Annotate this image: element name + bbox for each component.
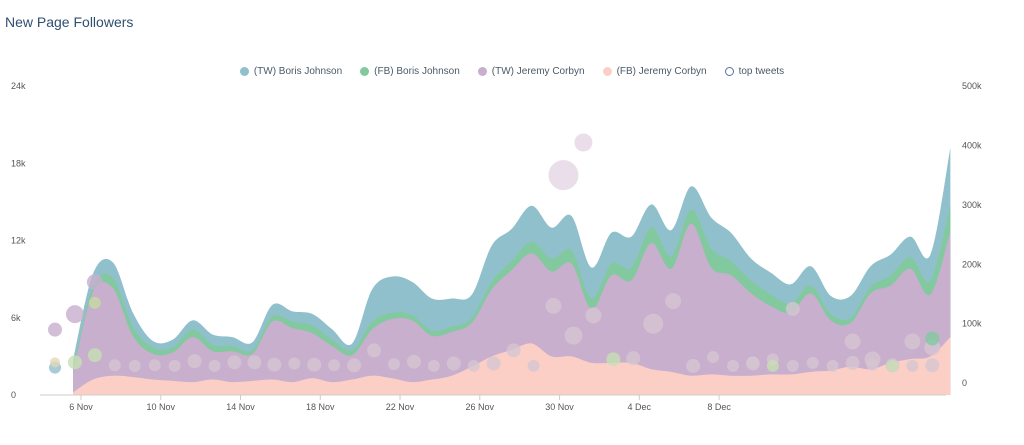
tweet-bubble[interactable] xyxy=(486,356,501,371)
tweet-bubble[interactable] xyxy=(87,348,102,363)
x-tick-label: 10 Nov xyxy=(146,402,175,412)
tweet-bubble[interactable] xyxy=(545,297,562,314)
tweet-bubble[interactable] xyxy=(806,356,819,369)
x-tick-label: 14 Nov xyxy=(226,402,255,412)
tweet-bubble[interactable] xyxy=(845,355,860,370)
x-tick-label: 26 Nov xyxy=(466,402,495,412)
tweet-bubble[interactable] xyxy=(288,357,301,370)
axes-layer: 6 Nov 10 Nov 14 Nov 18 Nov 22 Nov 26 Nov 30 No… xyxy=(11,81,982,412)
legend-label-top-tweets: top tweets xyxy=(738,66,785,77)
tweet-bubble[interactable] xyxy=(925,358,940,373)
tweet-bubble[interactable] xyxy=(467,359,480,372)
tweet-bubble[interactable] xyxy=(665,293,682,310)
tweet-bubble[interactable] xyxy=(406,354,421,369)
area-tw-jeremy-corbyn xyxy=(73,223,951,395)
tweet-bubble[interactable] xyxy=(707,350,720,363)
tweet-bubble[interactable] xyxy=(307,357,322,372)
y-left-tick-label: 0 xyxy=(11,390,16,400)
bubble-layer xyxy=(48,133,941,374)
legend-item-fb-boris[interactable]: (FB) Boris Johnson xyxy=(360,66,460,77)
x-tick-label: 18 Nov xyxy=(306,402,335,412)
legend-item-tw-boris[interactable]: (TW) Boris Johnson xyxy=(239,66,343,77)
tweet-bubble[interactable] xyxy=(606,352,621,367)
tweet-bubble[interactable] xyxy=(88,296,101,309)
y-right-tick-label: 0 xyxy=(962,378,967,388)
legend-swatch-top-tweets xyxy=(724,67,734,76)
tweet-bubble[interactable] xyxy=(904,333,921,350)
legend-swatch-fb-boris xyxy=(360,67,370,76)
tweet-bubble[interactable] xyxy=(446,356,461,371)
tweet-bubble[interactable] xyxy=(826,359,839,372)
tweet-bubble[interactable] xyxy=(267,357,282,372)
tweet-bubble[interactable] xyxy=(643,313,664,334)
y-right-tick-label: 400k xyxy=(962,140,982,150)
y-right-tick-label: 200k xyxy=(962,259,982,269)
legend-item-tw-corbyn[interactable]: (TW) Jeremy Corbyn xyxy=(477,66,585,77)
legend-label-tw-corbyn: (TW) Jeremy Corbyn xyxy=(491,66,585,77)
tweet-bubble[interactable] xyxy=(208,359,221,372)
tweet-bubble[interactable] xyxy=(864,351,881,368)
tweet-bubble[interactable] xyxy=(347,358,362,373)
legend-label-tw-boris: (TW) Boris Johnson xyxy=(253,66,343,77)
x-tick-label: 22 Nov xyxy=(386,402,415,412)
tweet-bubble[interactable] xyxy=(148,359,161,372)
legend-label-fb-boris: (FB) Boris Johnson xyxy=(374,66,460,77)
tweet-bubble[interactable] xyxy=(746,356,759,369)
tweet-bubble[interactable] xyxy=(527,359,540,372)
tweet-bubble[interactable] xyxy=(48,322,62,337)
legend: (TW) Boris Johnson (FB) Boris Johnson (T… xyxy=(0,66,1024,77)
tweet-bubble[interactable] xyxy=(925,331,940,346)
tweet-bubble[interactable] xyxy=(506,343,521,358)
tweet-bubble[interactable] xyxy=(187,354,202,369)
tweet-bubble[interactable] xyxy=(128,359,141,372)
x-tick-label: 4 Dec xyxy=(628,402,652,412)
tweet-bubble[interactable] xyxy=(367,343,382,358)
tweet-bubble[interactable] xyxy=(108,359,121,372)
legend-swatch-tw-boris xyxy=(239,67,249,76)
tweet-bubble[interactable] xyxy=(564,326,583,345)
y-left-tick-label: 12k xyxy=(11,236,26,246)
legend-swatch-tw-corbyn xyxy=(477,67,487,76)
tweet-bubble[interactable] xyxy=(227,355,242,370)
y-left-tick-label: 6k xyxy=(11,313,21,323)
tweet-bubble[interactable] xyxy=(886,359,899,372)
chart-title: New Page Followers xyxy=(5,14,134,30)
y-right-tick-label: 300k xyxy=(962,200,982,210)
tweet-bubble[interactable] xyxy=(67,355,82,370)
legend-item-fb-corbyn[interactable]: (FB) Jeremy Corbyn xyxy=(602,66,707,77)
area-layer xyxy=(73,147,951,395)
tweet-bubble[interactable] xyxy=(574,133,593,152)
tweet-bubble[interactable] xyxy=(585,307,602,324)
y-left-tick-label: 24k xyxy=(11,81,26,91)
tweet-bubble[interactable] xyxy=(548,160,579,191)
x-tick-label: 30 Nov xyxy=(545,402,574,412)
y-right-tick-label: 100k xyxy=(962,319,982,329)
tweet-bubble[interactable] xyxy=(65,305,84,324)
tweet-bubble[interactable] xyxy=(766,359,779,372)
tweet-bubble[interactable] xyxy=(726,359,739,372)
legend-swatch-fb-corbyn xyxy=(602,67,612,76)
tweet-bubble[interactable] xyxy=(427,359,440,372)
y-right-tick-label: 500k xyxy=(962,81,982,91)
tweet-bubble[interactable] xyxy=(686,358,701,373)
x-tick-label: 6 Nov xyxy=(69,402,93,412)
tweet-bubble[interactable] xyxy=(168,359,181,372)
tweet-bubble[interactable] xyxy=(247,355,262,370)
area-fb-jeremy-corbyn xyxy=(73,337,951,395)
tweet-bubble[interactable] xyxy=(626,351,641,366)
tweet-bubble[interactable] xyxy=(786,359,799,372)
tweet-bubble[interactable] xyxy=(844,333,861,350)
tweet-bubble[interactable] xyxy=(50,357,60,368)
tweet-bubble[interactable] xyxy=(906,359,919,372)
tweet-bubble[interactable] xyxy=(387,358,400,371)
y-left-tick-label: 18k xyxy=(11,158,26,168)
legend-item-top-tweets[interactable]: top tweets xyxy=(724,66,785,77)
tweet-bubble[interactable] xyxy=(785,301,800,316)
legend-label-fb-corbyn: (FB) Jeremy Corbyn xyxy=(616,66,707,77)
tweet-bubble[interactable] xyxy=(86,274,103,291)
tweet-bubble[interactable] xyxy=(328,359,341,372)
x-tick-label: 8 Dec xyxy=(707,402,731,412)
